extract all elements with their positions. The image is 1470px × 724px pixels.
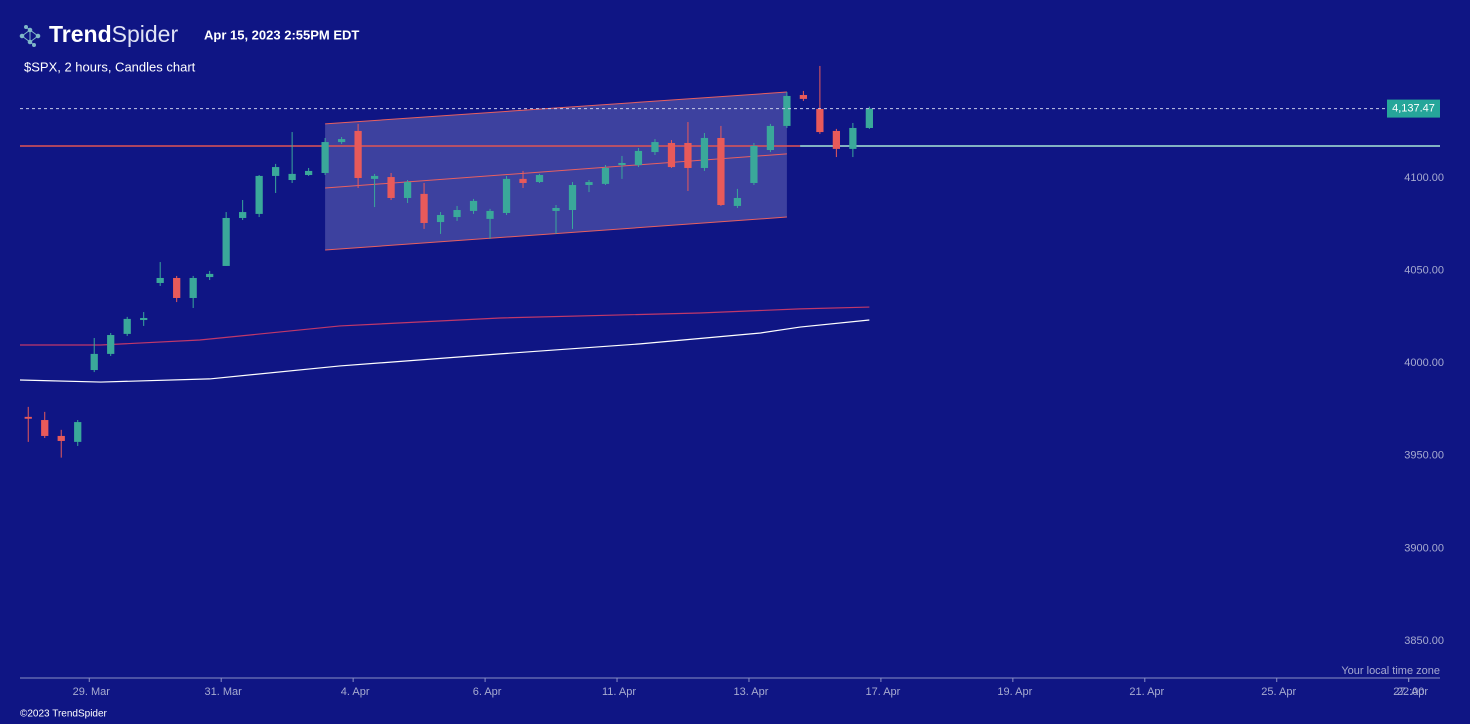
candle-body — [288, 173, 296, 181]
candle-body — [206, 273, 214, 278]
x-tick-label: 27. Apr — [1393, 686, 1428, 698]
candle-body — [585, 182, 593, 186]
candle-body — [700, 137, 709, 168]
x-tick-label: 21. Apr — [1129, 686, 1164, 698]
candle-body — [667, 142, 676, 168]
candle-body — [816, 108, 824, 133]
candle-body — [403, 182, 412, 198]
candle-body — [750, 145, 758, 183]
y-tick-label: 3950.00 — [1404, 450, 1444, 462]
candle-body — [486, 210, 494, 219]
candle-body — [535, 175, 544, 183]
candle-body — [156, 277, 164, 283]
brand: TrendSpider — [49, 21, 178, 47]
candle-body — [41, 420, 49, 436]
y-tick-label: 4050.00 — [1404, 264, 1444, 276]
last-price-box — [1387, 99, 1440, 118]
x-tick-label: 13. Apr — [734, 686, 769, 698]
candle-body — [733, 197, 742, 206]
candle-body — [222, 217, 230, 266]
candle-body — [370, 175, 379, 179]
x-tick-label: 11. Apr — [602, 686, 636, 698]
candle-body — [354, 130, 362, 178]
candle-body — [601, 167, 610, 184]
candle-body — [272, 167, 280, 176]
candle-body — [766, 125, 775, 151]
candle-body — [783, 95, 791, 126]
candle-body — [57, 435, 65, 441]
timestamp: Apr 15, 2023 2:55PM EDT — [204, 27, 359, 42]
candle-body — [684, 142, 692, 168]
last-price-label: 4,137.47 — [1392, 102, 1435, 114]
x-tick-label: 25. Apr — [1261, 686, 1296, 698]
candle-body — [436, 215, 445, 223]
candle-body — [337, 139, 346, 143]
candle-body — [321, 142, 329, 173]
candle-body — [832, 130, 841, 149]
x-tick-label: 19. Apr — [997, 686, 1032, 698]
candle-body — [519, 178, 527, 183]
candle-body — [717, 137, 725, 206]
candle-body — [502, 178, 511, 213]
copyright: ©2023 TrendSpider — [20, 709, 108, 720]
x-tick-label: 31. Mar — [205, 686, 243, 698]
brand-light: Spider — [112, 21, 179, 47]
channel-middle — [325, 153, 787, 189]
candle-body — [651, 142, 659, 153]
candle-body — [865, 108, 873, 128]
candle-body — [74, 422, 82, 442]
x-tick-label: 4. Apr — [341, 686, 370, 698]
y-tick-label: 4000.00 — [1404, 357, 1444, 369]
x-tick-label: 6. Apr — [473, 686, 502, 698]
candle-body — [107, 335, 115, 354]
candle-body — [453, 210, 461, 218]
candle-body — [568, 185, 577, 211]
candle-body — [849, 127, 857, 149]
candle-body — [189, 277, 197, 298]
candle-body — [173, 277, 181, 298]
candle-body — [634, 150, 643, 166]
candle-body — [90, 353, 98, 371]
candle-body — [618, 162, 626, 166]
candle-body — [24, 416, 32, 419]
y-tick-label: 3850.00 — [1404, 635, 1444, 647]
candle-body — [469, 200, 478, 211]
candle-body — [123, 318, 131, 334]
candle-body — [420, 193, 428, 223]
x-tick-label: 17. Apr — [865, 686, 900, 698]
brand-bold: Trend — [49, 21, 112, 47]
moving-average — [20, 306, 870, 346]
x-tick-label: 22:00 — [1397, 686, 1425, 698]
moving-average — [19, 319, 870, 383]
timezone-note: Your local time zone — [1341, 665, 1440, 677]
logo-icon — [19, 25, 41, 47]
x-tick-label: 29. Mar — [73, 686, 111, 698]
candle-body — [552, 207, 560, 211]
y-tick-label: 3900.00 — [1404, 542, 1444, 554]
candle-body — [140, 317, 148, 321]
candle-body — [239, 212, 247, 218]
candle-body — [255, 175, 263, 214]
candle-body — [304, 170, 313, 176]
y-tick-label: 4100.00 — [1404, 172, 1444, 184]
chart-title: $SPX, 2 hours, Candles chart — [24, 59, 196, 74]
candle-body — [387, 177, 395, 198]
candle-body — [799, 95, 808, 99]
channel-upper — [325, 91, 787, 125]
